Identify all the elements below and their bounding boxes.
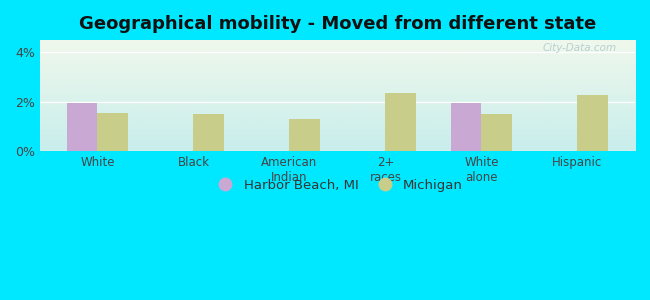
Bar xyxy=(67,103,98,151)
Bar xyxy=(289,119,320,151)
Bar xyxy=(482,114,512,151)
Bar xyxy=(450,103,482,151)
Bar xyxy=(98,112,128,151)
Legend: Harbor Beach, MI, Michigan: Harbor Beach, MI, Michigan xyxy=(207,174,468,197)
Bar xyxy=(385,93,416,151)
Bar xyxy=(194,114,224,151)
Text: City-Data.com: City-Data.com xyxy=(543,44,617,53)
Bar xyxy=(577,95,608,151)
Title: Geographical mobility - Moved from different state: Geographical mobility - Moved from diffe… xyxy=(79,15,596,33)
